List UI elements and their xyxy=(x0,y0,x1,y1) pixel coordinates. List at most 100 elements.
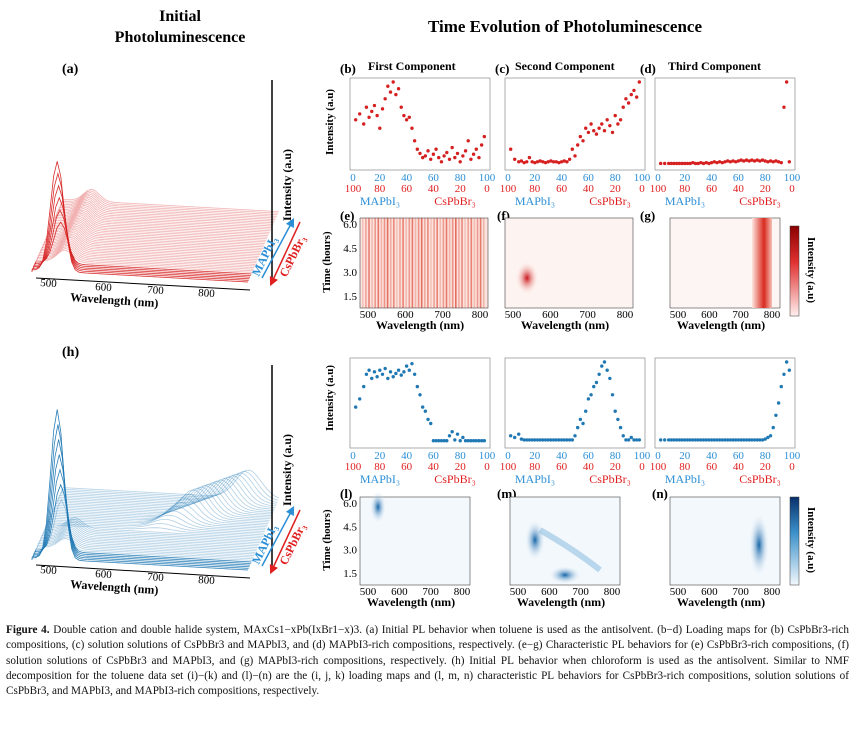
scatter-point-d xyxy=(766,160,770,164)
scatter-point-j xyxy=(586,397,591,401)
heatmap-e-stripe xyxy=(424,218,426,308)
spectrum-line xyxy=(50,502,267,528)
panel-label-a: (a) xyxy=(62,62,79,77)
scatter-point-d xyxy=(744,158,749,162)
scatter-point-c xyxy=(618,118,623,122)
spectrum-line xyxy=(48,514,265,532)
spectrum-line xyxy=(49,510,266,531)
label-mapbi3-j: MAPbI₃ xyxy=(515,472,555,486)
scatter-point-d xyxy=(712,160,716,164)
spectrum-line xyxy=(51,497,268,526)
heatmap-wl-tick-l: 600 xyxy=(391,586,408,598)
scatter-point-c xyxy=(535,160,540,164)
heatmap-e-stripe xyxy=(374,218,376,308)
scatter-point-j xyxy=(570,438,575,442)
heatmap-time-tick-e: 3.0 xyxy=(343,267,357,279)
scatter-point-i xyxy=(458,439,462,443)
scatter-point-j xyxy=(573,434,577,438)
spectrum-line xyxy=(54,206,272,230)
scatter-point-b xyxy=(420,155,425,160)
spectrum-line xyxy=(31,409,249,571)
scatter-point-c xyxy=(621,105,625,109)
heatmap-wl-tick-m: 700 xyxy=(572,586,589,598)
tick-bottom-j: 40 xyxy=(583,461,595,473)
scatter-point-b xyxy=(394,92,398,97)
heatmap-wl-label-g: Wavelength (nm) xyxy=(677,318,765,332)
scatter-point-j xyxy=(530,438,534,442)
scatter-point-d xyxy=(723,160,727,164)
label-mapbi3-i: MAPbI₃ xyxy=(360,472,400,486)
spectrum-line xyxy=(58,476,276,508)
figure-caption: Figure 4. Double cation and double halid… xyxy=(6,623,849,699)
scatter-point-c xyxy=(589,122,593,126)
scatter-point-k xyxy=(675,438,679,442)
tick-bottom-j: 0 xyxy=(639,461,645,473)
scatter-point-d xyxy=(704,160,708,165)
scatter-point-k xyxy=(766,435,770,440)
scatter-point-d xyxy=(683,161,687,166)
spectrum-line xyxy=(38,243,256,267)
scatter-point-i xyxy=(439,439,444,443)
heatmap-e-stripe xyxy=(420,218,423,308)
heatmap-e-stripe xyxy=(445,218,448,308)
scatter-point-d xyxy=(784,80,789,84)
scatter-point-k xyxy=(720,438,725,442)
heatmap-e-stripe xyxy=(396,218,398,308)
row-efg-time-label: Time (hours) xyxy=(321,231,333,293)
scatter-point-d xyxy=(774,159,778,163)
scatter-point-j xyxy=(565,438,569,442)
scatter-point-d xyxy=(752,159,757,163)
heatmap-e-stripe xyxy=(442,218,445,308)
scatter-point-b xyxy=(439,160,444,164)
tick-bottom-d: 80 xyxy=(679,183,691,195)
panel-h-wl-tick-700: 700 xyxy=(147,571,165,584)
tick-top-i: 0 xyxy=(350,450,356,462)
tick-bottom-k: 20 xyxy=(760,461,772,473)
scatter-point-k xyxy=(758,438,762,442)
component-title-third: Third Component xyxy=(668,59,761,73)
scatter-point-d xyxy=(693,161,698,166)
scatter-point-i xyxy=(445,439,449,443)
scatter-point-i xyxy=(394,371,398,376)
scatter-point-c xyxy=(637,80,642,84)
scatter-point-k xyxy=(658,438,663,442)
spectrum-line xyxy=(60,193,277,217)
heatmap-e-stripe xyxy=(436,218,438,308)
heatmap-wl-tick-l: 800 xyxy=(454,586,471,598)
scatter-point-k xyxy=(752,438,757,442)
scatter-point-i xyxy=(474,439,478,443)
heatmap-time-tick-e: 4.5 xyxy=(343,243,357,255)
scatter-point-i xyxy=(410,361,414,366)
heatmap-wl-tick-m: 600 xyxy=(541,586,558,598)
tick-top-j: 40 xyxy=(556,450,568,462)
spectrum-line xyxy=(46,225,263,249)
scatter-point-b xyxy=(447,157,452,161)
scatter-frame-j xyxy=(504,357,646,449)
scatter-point-j xyxy=(581,421,585,426)
heatmap-e-stripe xyxy=(362,218,364,308)
heatmap-wl-tick-g: 500 xyxy=(670,309,687,321)
heatmap-m-streak xyxy=(538,527,602,573)
scatter-point-b xyxy=(418,151,422,156)
spectrum-line xyxy=(62,469,279,499)
scatter-point-d xyxy=(731,159,735,163)
scatter-point-b xyxy=(469,157,473,161)
spectrum-line xyxy=(55,204,272,228)
spectrum-line xyxy=(54,207,271,232)
tick-top-k: 40 xyxy=(706,450,718,462)
spectrum-line xyxy=(44,230,261,254)
scatter-point-b xyxy=(407,115,411,119)
heatmap-e-frame xyxy=(359,217,489,309)
heatmap-e-stripe xyxy=(399,218,401,308)
spectrum-line xyxy=(59,195,277,219)
scatter-point-k xyxy=(774,413,778,417)
scatter-point-c xyxy=(541,160,545,164)
scatter-point-c xyxy=(522,160,526,165)
scatter-point-i xyxy=(420,405,425,409)
heatmap-wl-label-e: Wavelength (nm) xyxy=(376,318,464,332)
scatter-point-i xyxy=(450,430,454,434)
spectrum-line xyxy=(61,190,279,214)
tick-top-b: 100 xyxy=(479,172,496,184)
scatter-point-c xyxy=(626,101,631,105)
